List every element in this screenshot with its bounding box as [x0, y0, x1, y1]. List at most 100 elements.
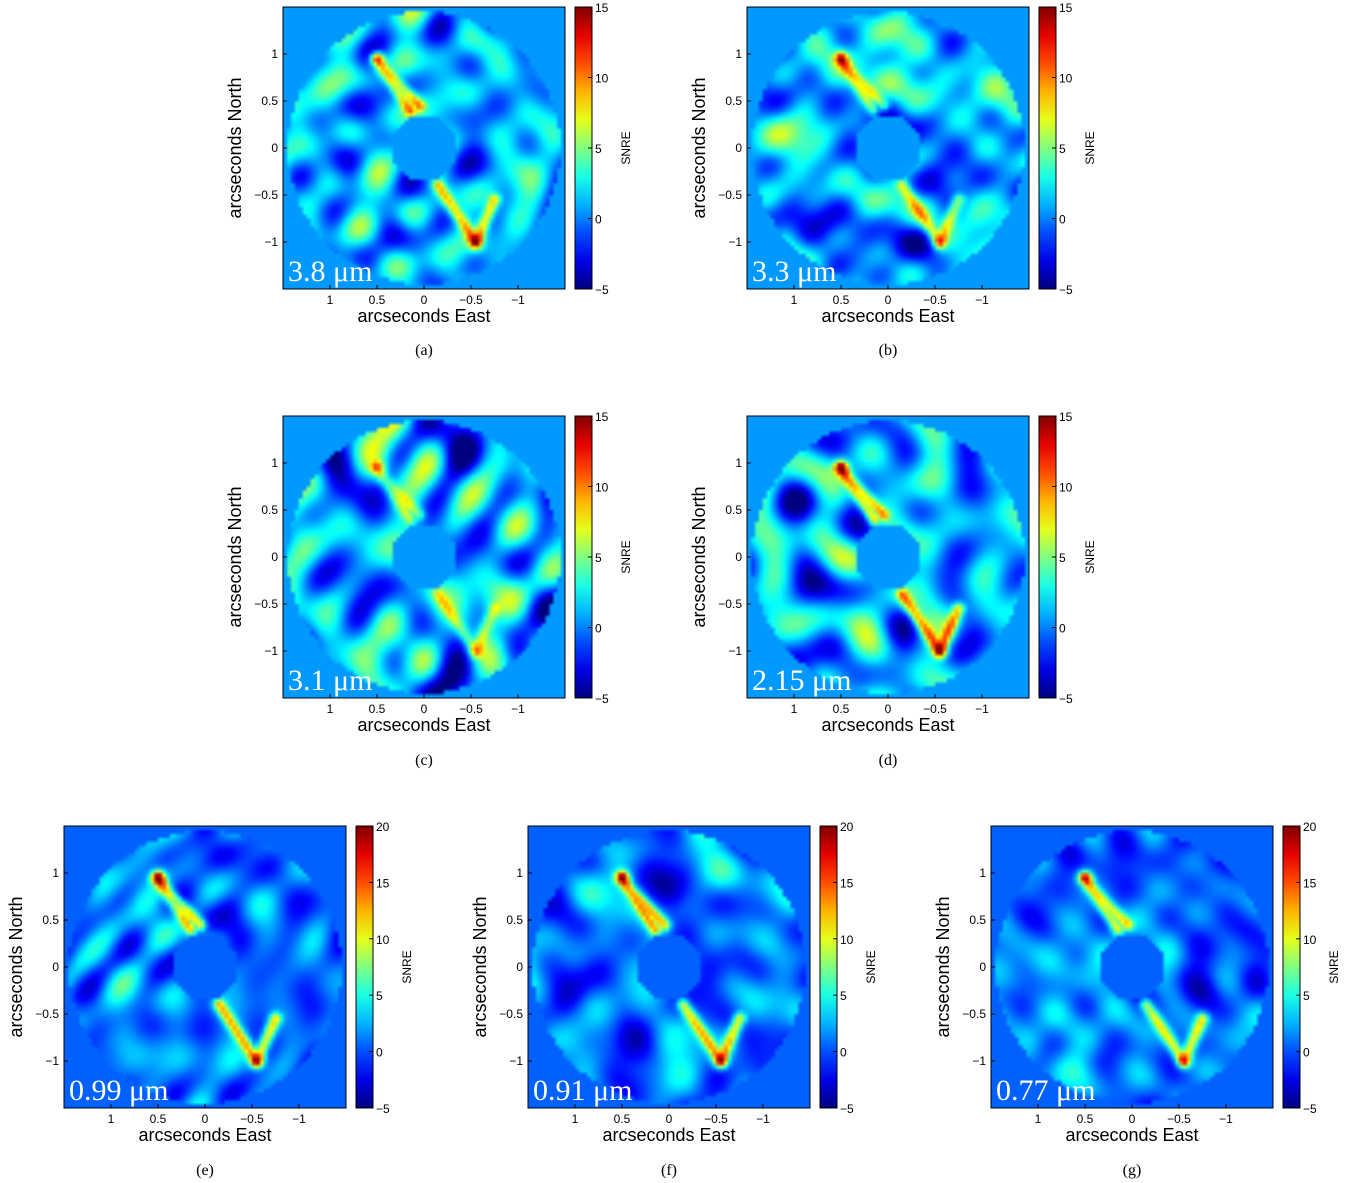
x-tick-label: 0 — [885, 702, 892, 716]
panel-caption: (g) — [1123, 1162, 1142, 1179]
colorbar-tick-label: 0 — [1059, 622, 1066, 636]
wavelength-label: 0.91 μm — [533, 1074, 632, 1107]
colorbar-tick-label: 10 — [376, 933, 390, 947]
x-tick-label: 0.5 — [369, 702, 386, 716]
panel-caption: (a) — [415, 342, 433, 359]
y-tick-label: 0.5 — [506, 913, 523, 927]
x-axis-label: arcseconds East — [602, 1125, 735, 1145]
colorbar-tick-label: 5 — [1059, 142, 1066, 156]
y-tick-label: 1 — [735, 456, 742, 470]
x-tick-label: −0.5 — [704, 1112, 728, 1126]
y-tick-label: 0.5 — [261, 94, 278, 108]
x-tick-label: −0.5 — [923, 702, 947, 716]
x-tick-label: 0.5 — [614, 1112, 631, 1126]
colorbar-tick-label: 15 — [1303, 876, 1317, 890]
panel-caption: (f) — [661, 1162, 677, 1179]
x-tick-label: −1 — [511, 293, 525, 307]
colorbar-tick-label: 10 — [595, 481, 609, 495]
x-tick-label: 0.5 — [1077, 1112, 1094, 1126]
y-tick-label: −0.5 — [718, 188, 742, 202]
y-tick-label: 0 — [271, 550, 278, 564]
y-tick-label: 0 — [52, 960, 59, 974]
colorbar-tick-label: 15 — [376, 876, 390, 890]
x-tick-label: 0 — [421, 293, 428, 307]
y-axis-label: arcseconds North — [689, 486, 709, 627]
colorbar-tick-label: −5 — [1059, 692, 1073, 706]
y-tick-label: −1 — [264, 235, 278, 249]
x-tick-label: −0.5 — [240, 1112, 264, 1126]
colorbar-tick-label: 10 — [1059, 72, 1073, 86]
x-tick-label: −1 — [975, 702, 989, 716]
y-tick-label: 0 — [271, 141, 278, 155]
colorbar-label: SNRE — [400, 950, 414, 983]
x-axis-label: arcseconds East — [138, 1125, 271, 1145]
panel-c: 1 1 0.5 0.5 0 0 −0.5 −0.5 −1 −1 arcseconds East arc… — [225, 410, 633, 769]
y-tick-label: 0.5 — [969, 913, 986, 927]
x-tick-label: 1 — [572, 1112, 579, 1126]
colorbar-tick-label: 15 — [840, 876, 854, 890]
colorbar-label: SNRE — [619, 540, 633, 573]
colorbar-tick-label: −5 — [376, 1102, 390, 1116]
y-tick-label: 1 — [52, 866, 59, 880]
wavelength-label: 3.3 μm — [752, 255, 836, 288]
y-axis-label: arcseconds North — [689, 77, 709, 218]
x-tick-label: 1 — [791, 293, 798, 307]
y-tick-label: −1 — [509, 1054, 523, 1068]
x-axis-label: arcseconds East — [821, 715, 954, 735]
y-tick-label: −1 — [972, 1054, 986, 1068]
y-tick-label: 1 — [735, 47, 742, 61]
panel-g: 1 1 0.5 0.5 0 0 −0.5 −0.5 −1 −1 arcseconds East arc… — [933, 820, 1341, 1179]
x-tick-label: 0 — [1129, 1112, 1136, 1126]
x-tick-label: −0.5 — [1167, 1112, 1191, 1126]
y-tick-label: −0.5 — [254, 188, 278, 202]
colorbar-tick-label: 20 — [1303, 820, 1317, 834]
colorbar-label: SNRE — [1083, 540, 1097, 573]
y-tick-label: −0.5 — [35, 1007, 59, 1021]
snre-map-image — [528, 826, 810, 1108]
colorbar-tick-label: 0 — [595, 213, 602, 227]
colorbar-tick-label: 5 — [595, 142, 602, 156]
x-tick-label: −1 — [511, 702, 525, 716]
y-tick-label: −1 — [45, 1054, 59, 1068]
colorbar-tick-label: 0 — [840, 1046, 847, 1060]
y-tick-label: −0.5 — [254, 597, 278, 611]
panel-a: 1 1 0.5 0.5 0 0 −0.5 −0.5 −1 −1 arcseconds East arc… — [225, 1, 633, 359]
snre-map-image — [747, 7, 1029, 289]
x-tick-label: 0 — [421, 702, 428, 716]
colorbar-tick-label: 10 — [1303, 933, 1317, 947]
y-tick-label: −1 — [728, 235, 742, 249]
y-tick-label: 0 — [735, 141, 742, 155]
colorbar-tick-label: 10 — [595, 72, 609, 86]
x-axis-label: arcseconds East — [821, 306, 954, 326]
panel-caption: (d) — [879, 752, 898, 769]
panel-d: 1 1 0.5 0.5 0 0 −0.5 −0.5 −1 −1 arcseconds East arc… — [689, 410, 1097, 769]
y-axis-label: arcseconds North — [933, 896, 953, 1037]
panel-e: 1 1 0.5 0.5 0 0 −0.5 −0.5 −1 −1 arcseconds East arc… — [6, 820, 414, 1179]
x-tick-label: 0.5 — [833, 702, 850, 716]
colorbar-tick-label: 0 — [1059, 213, 1066, 227]
y-tick-label: −0.5 — [962, 1007, 986, 1021]
snre-map-image — [283, 416, 565, 698]
y-tick-label: 0.5 — [725, 503, 742, 517]
y-tick-label: 0 — [979, 960, 986, 974]
panel-caption: (e) — [196, 1162, 214, 1179]
colorbar-tick-label: 15 — [1059, 1, 1073, 15]
colorbar — [355, 825, 374, 1109]
x-tick-label: −1 — [292, 1112, 306, 1126]
x-tick-label: −1 — [756, 1112, 770, 1126]
colorbar-tick-label: −5 — [595, 283, 609, 297]
x-tick-label: 1 — [327, 702, 334, 716]
y-tick-label: −1 — [728, 644, 742, 658]
colorbar-tick-label: 0 — [376, 1046, 383, 1060]
wavelength-label: 0.99 μm — [69, 1074, 168, 1107]
colorbar-tick-label: 10 — [840, 933, 854, 947]
x-tick-label: 0.5 — [150, 1112, 167, 1126]
colorbar-label: SNRE — [1083, 131, 1097, 164]
panel-f: 1 1 0.5 0.5 0 0 −0.5 −0.5 −1 −1 arcseconds East arc… — [470, 820, 878, 1179]
x-tick-label: −0.5 — [459, 702, 483, 716]
colorbar — [1282, 825, 1301, 1109]
colorbar-tick-label: −5 — [840, 1102, 854, 1116]
x-tick-label: 0 — [202, 1112, 209, 1126]
colorbar — [819, 825, 838, 1109]
